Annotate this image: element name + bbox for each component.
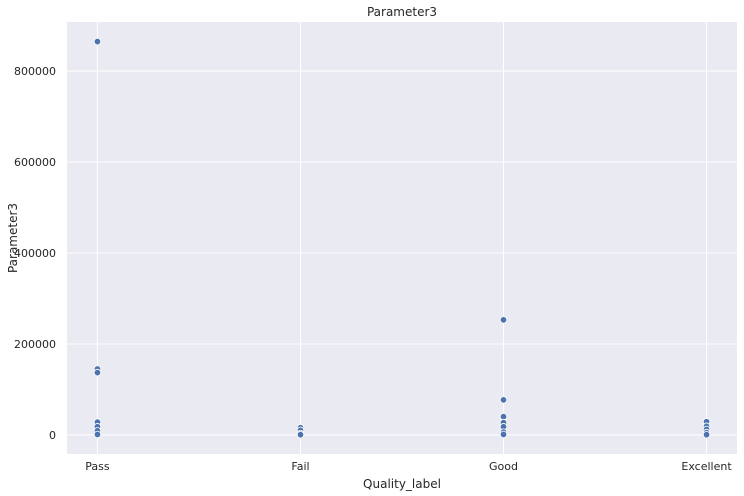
plot-area	[67, 22, 737, 454]
data-point	[702, 430, 711, 439]
x-tick-labels: Pass Fail Good Excellent	[85, 460, 732, 473]
x-tick-label: Good	[489, 460, 518, 473]
x-tick-label: Excellent	[681, 460, 732, 473]
y-tick-labels: 0 200000 400000 600000 800000	[14, 65, 56, 442]
y-tick-label: 200000	[14, 338, 56, 351]
y-tick-label: 600000	[14, 156, 56, 169]
x-axis-label: Quality_label	[363, 477, 441, 491]
data-point	[499, 396, 508, 404]
y-axis-label: Parameter3	[6, 203, 20, 273]
data-point	[93, 430, 102, 439]
data-point	[499, 430, 508, 439]
data-points	[93, 37, 711, 439]
x-tick-label: Fail	[291, 460, 309, 473]
grid	[67, 22, 737, 454]
x-tick-label: Pass	[85, 460, 110, 473]
y-tick-label: 0	[49, 429, 56, 442]
y-tick-label: 400000	[14, 247, 56, 260]
data-point	[93, 37, 102, 46]
data-point	[93, 368, 102, 377]
y-tick-label: 800000	[14, 65, 56, 78]
data-point	[296, 430, 305, 439]
chart-title: Parameter3	[367, 5, 437, 19]
data-point	[499, 316, 508, 324]
